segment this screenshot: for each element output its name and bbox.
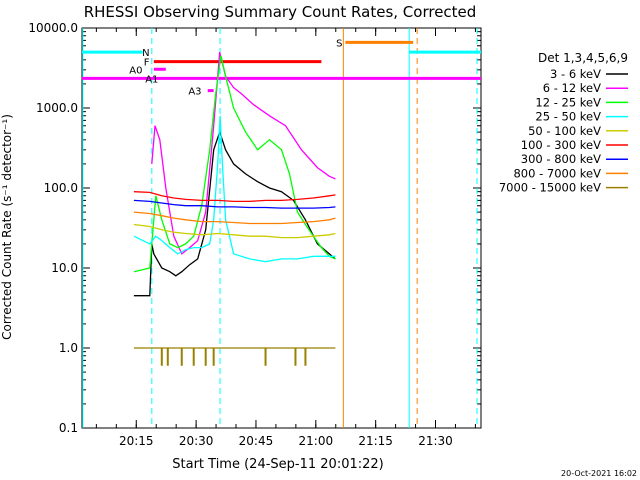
x-tick-label: 21:30 [418, 434, 453, 448]
y-tick-label: 0.1 [59, 421, 78, 435]
chart-title: RHESSI Observing Summary Count Rates, Co… [84, 3, 477, 21]
annotation-label-s: S [336, 38, 342, 49]
series-line-4 [133, 223, 336, 239]
series-line-0 [133, 130, 336, 297]
x-tick-label: 20:15 [119, 434, 154, 448]
annotation-label-a1: A1 [145, 74, 158, 85]
x-tick-label: 20:45 [239, 434, 274, 448]
legend-entry-label: 3 - 6 keV [550, 67, 601, 81]
series-line-7 [133, 211, 336, 225]
legend-entry-label: 300 - 800 keV [521, 152, 601, 166]
annotation-label-f: F [144, 58, 150, 69]
x-tick-label: 21:15 [358, 434, 393, 448]
y-tick-label: 10000.0 [28, 21, 78, 35]
annotation-label-n: N [142, 48, 149, 59]
plot-frame [81, 27, 482, 429]
y-tick-label: 100.0 [44, 181, 78, 195]
x-tick-label: 20:30 [179, 434, 214, 448]
annotation-label-a3: A3 [188, 87, 201, 98]
legend-title: Det 1,3,4,5,6,9 [538, 51, 628, 65]
legend-entry-label: 25 - 50 keV [535, 110, 601, 124]
y-tick-label: 10.0 [51, 261, 78, 275]
series-line-2 [133, 55, 336, 273]
y-tick-label: 1000.0 [36, 101, 78, 115]
series-line-3 [133, 115, 336, 263]
legend-entry-label: 100 - 300 keV [521, 138, 601, 152]
legend-entry-label: 800 - 7000 keV [513, 166, 601, 180]
vertical-lines-group [82, 28, 478, 428]
annotation-label-a0: A0 [129, 65, 142, 76]
legend-entry-label: 50 - 100 keV [528, 124, 601, 138]
legend-entry-label: 7000 - 15000 keV [499, 181, 601, 195]
axes-group: 10000.0 1000.0 100.0 10.0 1.0 0.1 20:15 20:30 20… [28, 21, 481, 448]
y-tick-label: 1.0 [59, 341, 78, 355]
footer-date: 20-Oct-2021 16:02 [561, 469, 637, 478]
y-axis-label: Corrected Count Rate (s⁻¹ detector⁻¹) [0, 114, 14, 340]
series-line-6 [133, 199, 336, 209]
series-line-5 [133, 191, 336, 203]
x-axis-label: Start Time (24-Sep-11 20:01:22) [172, 457, 383, 472]
series-group [133, 51, 336, 366]
legend-entry-label: 6 - 12 keV [543, 81, 601, 95]
x-tick-label: 21:00 [299, 434, 334, 448]
legend-entry-label: 12 - 25 keV [535, 95, 601, 109]
